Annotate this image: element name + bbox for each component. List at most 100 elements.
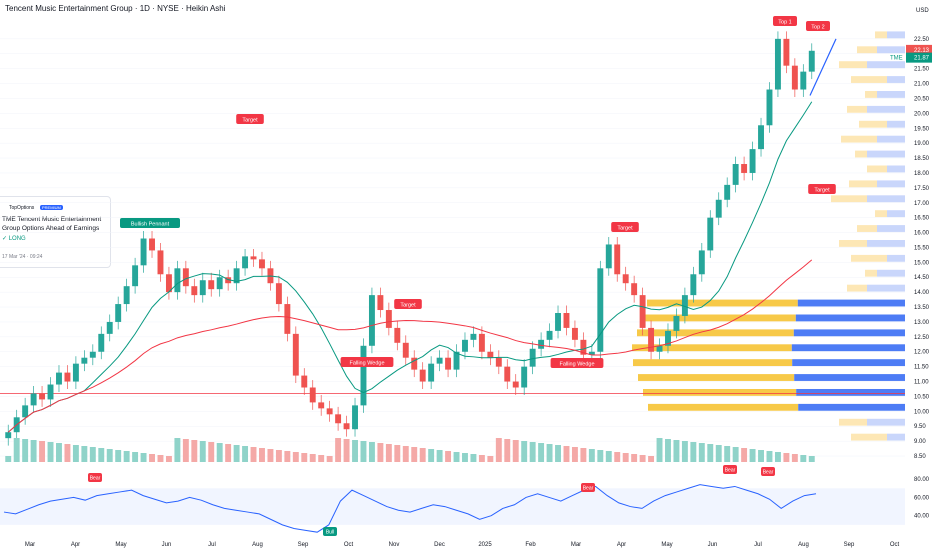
candle-body — [208, 280, 215, 290]
volume-bar — [639, 455, 646, 462]
volume-bar — [267, 449, 274, 462]
time-tick: Sep — [844, 542, 855, 548]
candle-body — [275, 283, 282, 305]
volume-profile-up-bar — [851, 433, 887, 441]
price-tick: 13.00 — [914, 320, 930, 326]
volume-bar — [191, 440, 198, 462]
volume-bar — [783, 453, 790, 462]
candle-body — [191, 286, 198, 296]
candle-body — [665, 330, 671, 346]
volume-profile-down-bar — [877, 135, 905, 143]
volume-bar — [208, 442, 215, 462]
volume-bar — [546, 444, 553, 462]
price-tick: 12.00 — [914, 350, 930, 356]
candle-body — [758, 125, 764, 150]
candle-body — [783, 38, 790, 66]
rsi-tick: 80.00 — [914, 477, 930, 483]
volume-bar — [72, 445, 79, 462]
idea-headline[interactable]: TME Tencent Music Entertainment Group Op… — [2, 216, 102, 232]
candle-body — [140, 238, 147, 266]
candle-body — [724, 184, 731, 200]
time-tick: Oct — [344, 542, 354, 548]
volume-bar — [741, 448, 748, 462]
price-tick: 14.50 — [914, 275, 930, 281]
volume-bar — [132, 452, 139, 462]
volume-profile-up-bar — [647, 299, 798, 307]
candle-body — [132, 265, 139, 287]
candle-body — [72, 363, 79, 382]
candle-body — [360, 345, 367, 406]
target-label: Target — [814, 188, 830, 194]
candle-body — [800, 71, 807, 90]
candle-body — [368, 295, 375, 346]
volume-profile-up-bar — [847, 284, 867, 292]
candle-body — [495, 357, 502, 367]
pattern-label-bg — [550, 358, 604, 368]
top-label: Top 2 — [811, 25, 824, 31]
candle-body — [571, 327, 578, 340]
candle-body — [622, 274, 629, 284]
candle-body — [478, 333, 485, 352]
line-price-bg — [906, 52, 932, 63]
candle-body — [81, 357, 88, 364]
candle-body — [242, 256, 249, 269]
target-label: Target — [617, 226, 633, 232]
volume-profile-up-bar — [839, 61, 867, 69]
candle-body — [385, 310, 392, 328]
volume-profile-up-bar — [867, 165, 887, 173]
volume-bar — [301, 453, 308, 462]
volume-bar — [453, 452, 460, 462]
volume-bar — [791, 454, 798, 462]
rsi-label-bg — [581, 483, 595, 492]
volume-bar — [81, 446, 88, 462]
candle-body — [5, 432, 12, 439]
volume-bar — [749, 449, 756, 462]
top-label: Top 1 — [778, 20, 791, 26]
last-price-bg — [906, 44, 932, 55]
candle-body — [301, 375, 308, 388]
volume-profile-up-bar — [847, 105, 867, 113]
price-tick: 12.50 — [914, 335, 930, 341]
volume-profile-up-bar — [632, 344, 792, 352]
candle-body — [791, 65, 798, 90]
rsi-label: Bear — [583, 486, 594, 492]
time-tick: Apr — [71, 542, 80, 548]
price-tick: 20.00 — [914, 111, 930, 117]
volume-bar — [385, 444, 392, 462]
volume-bar — [555, 445, 561, 462]
volume-bar — [571, 447, 578, 462]
candle-body — [216, 277, 223, 290]
volume-bar — [98, 448, 105, 462]
chart-title: Tencent Music Entertainment Group · 1D ·… — [5, 4, 226, 13]
volume-bar — [106, 449, 113, 462]
time-tick: Aug — [798, 542, 809, 548]
price-tick: 21.50 — [914, 67, 930, 73]
time-tick: 2025 — [478, 542, 492, 548]
volume-profile-down-bar — [877, 225, 905, 232]
volume-bar — [436, 450, 443, 462]
volume-bar — [47, 442, 54, 462]
volume-bar — [656, 438, 663, 462]
candle-body — [588, 351, 595, 355]
volume-bar — [800, 455, 807, 462]
volume-bar — [563, 446, 570, 462]
volume-profile-up-bar — [648, 403, 799, 411]
time-tick: May — [115, 542, 126, 548]
volume-bar — [275, 450, 282, 462]
time-tick: Jun — [162, 542, 172, 548]
candle-body — [106, 321, 113, 334]
candle-body — [512, 381, 519, 388]
candle-body — [487, 351, 494, 358]
candle-body — [47, 384, 54, 400]
candle-body — [741, 164, 748, 173]
target-label: Target — [400, 303, 416, 309]
candle-body — [546, 330, 553, 340]
volume-profile-up-bar — [855, 150, 867, 158]
idea-card[interactable]: TopOptions PREMIUM TME Tencent Music Ent… — [0, 196, 111, 268]
candle-body — [411, 357, 418, 370]
candle-body — [56, 372, 62, 385]
volume-profile-down-bar — [795, 314, 905, 322]
volume-profile-up-bar — [851, 254, 887, 262]
volume-bar — [724, 446, 731, 462]
